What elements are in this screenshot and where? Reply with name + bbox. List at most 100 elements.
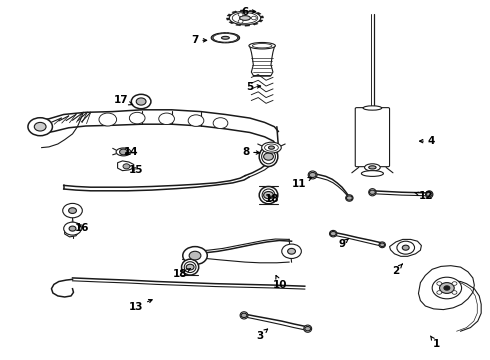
- Circle shape: [159, 113, 174, 125]
- Ellipse shape: [184, 262, 196, 273]
- Polygon shape: [418, 266, 474, 310]
- Circle shape: [452, 282, 457, 285]
- Circle shape: [34, 122, 46, 131]
- Circle shape: [251, 16, 256, 20]
- Polygon shape: [232, 11, 237, 13]
- Ellipse shape: [265, 144, 278, 151]
- Text: 2: 2: [392, 264, 402, 276]
- Text: 6: 6: [242, 6, 256, 17]
- Ellipse shape: [368, 189, 376, 196]
- Ellipse shape: [259, 147, 278, 166]
- Text: 8: 8: [243, 147, 260, 157]
- Text: 12: 12: [415, 191, 434, 201]
- Circle shape: [188, 115, 204, 126]
- Polygon shape: [212, 35, 215, 36]
- Polygon shape: [240, 10, 245, 11]
- Text: 17: 17: [114, 95, 133, 105]
- Polygon shape: [232, 41, 234, 42]
- Polygon shape: [390, 239, 421, 256]
- Circle shape: [432, 277, 462, 299]
- Circle shape: [402, 245, 409, 250]
- Circle shape: [69, 208, 76, 213]
- Polygon shape: [118, 161, 134, 171]
- Circle shape: [282, 244, 301, 258]
- Text: 15: 15: [129, 165, 144, 175]
- Circle shape: [136, 98, 146, 105]
- Polygon shape: [256, 12, 261, 14]
- Circle shape: [452, 291, 457, 294]
- Polygon shape: [229, 22, 234, 24]
- Circle shape: [131, 94, 151, 109]
- Text: 1: 1: [431, 336, 440, 349]
- Ellipse shape: [368, 166, 376, 169]
- Circle shape: [330, 231, 336, 236]
- Circle shape: [238, 13, 243, 17]
- Polygon shape: [211, 38, 213, 39]
- Circle shape: [264, 192, 273, 199]
- Polygon shape: [217, 33, 220, 34]
- Circle shape: [186, 264, 194, 270]
- Polygon shape: [227, 14, 231, 16]
- Ellipse shape: [240, 312, 248, 319]
- Polygon shape: [215, 41, 218, 42]
- Circle shape: [288, 248, 295, 254]
- Polygon shape: [234, 40, 237, 41]
- Circle shape: [369, 190, 375, 194]
- Circle shape: [440, 283, 454, 293]
- Polygon shape: [220, 33, 222, 34]
- Ellipse shape: [232, 13, 258, 23]
- Polygon shape: [230, 33, 233, 34]
- Ellipse shape: [365, 164, 380, 171]
- Text: 18: 18: [173, 269, 191, 279]
- Polygon shape: [212, 39, 214, 40]
- Circle shape: [64, 222, 81, 235]
- Polygon shape: [235, 35, 238, 36]
- Polygon shape: [225, 42, 227, 43]
- Circle shape: [426, 192, 432, 197]
- Polygon shape: [249, 10, 254, 12]
- Polygon shape: [226, 18, 230, 20]
- Polygon shape: [237, 36, 239, 37]
- Polygon shape: [221, 42, 224, 43]
- Ellipse shape: [345, 195, 353, 201]
- Circle shape: [309, 172, 316, 177]
- Text: 5: 5: [246, 82, 261, 92]
- Circle shape: [397, 241, 415, 254]
- FancyBboxPatch shape: [355, 108, 390, 167]
- Circle shape: [238, 19, 243, 23]
- Circle shape: [183, 247, 207, 265]
- Polygon shape: [211, 36, 214, 37]
- Ellipse shape: [425, 191, 433, 198]
- Polygon shape: [228, 42, 231, 43]
- Ellipse shape: [262, 189, 275, 201]
- Circle shape: [380, 243, 385, 247]
- Circle shape: [63, 203, 82, 218]
- Polygon shape: [253, 23, 258, 25]
- Polygon shape: [245, 25, 250, 26]
- Ellipse shape: [249, 42, 275, 49]
- Ellipse shape: [211, 33, 240, 43]
- Ellipse shape: [259, 186, 278, 204]
- Ellipse shape: [252, 44, 272, 48]
- Text: 18: 18: [265, 194, 280, 204]
- Circle shape: [264, 153, 273, 160]
- Ellipse shape: [182, 259, 199, 275]
- Circle shape: [241, 313, 247, 318]
- Text: 10: 10: [273, 275, 288, 290]
- Circle shape: [28, 118, 52, 136]
- Text: 14: 14: [124, 147, 139, 157]
- Polygon shape: [214, 34, 217, 35]
- Ellipse shape: [116, 148, 131, 156]
- Ellipse shape: [362, 171, 383, 176]
- Ellipse shape: [363, 106, 382, 110]
- Ellipse shape: [229, 11, 261, 25]
- Text: 9: 9: [339, 239, 348, 249]
- Text: 7: 7: [191, 35, 207, 45]
- Text: 16: 16: [75, 222, 90, 233]
- Circle shape: [99, 113, 117, 126]
- Polygon shape: [65, 222, 79, 237]
- Circle shape: [69, 226, 76, 231]
- Ellipse shape: [262, 149, 275, 164]
- Text: 11: 11: [292, 177, 312, 189]
- Ellipse shape: [329, 230, 337, 237]
